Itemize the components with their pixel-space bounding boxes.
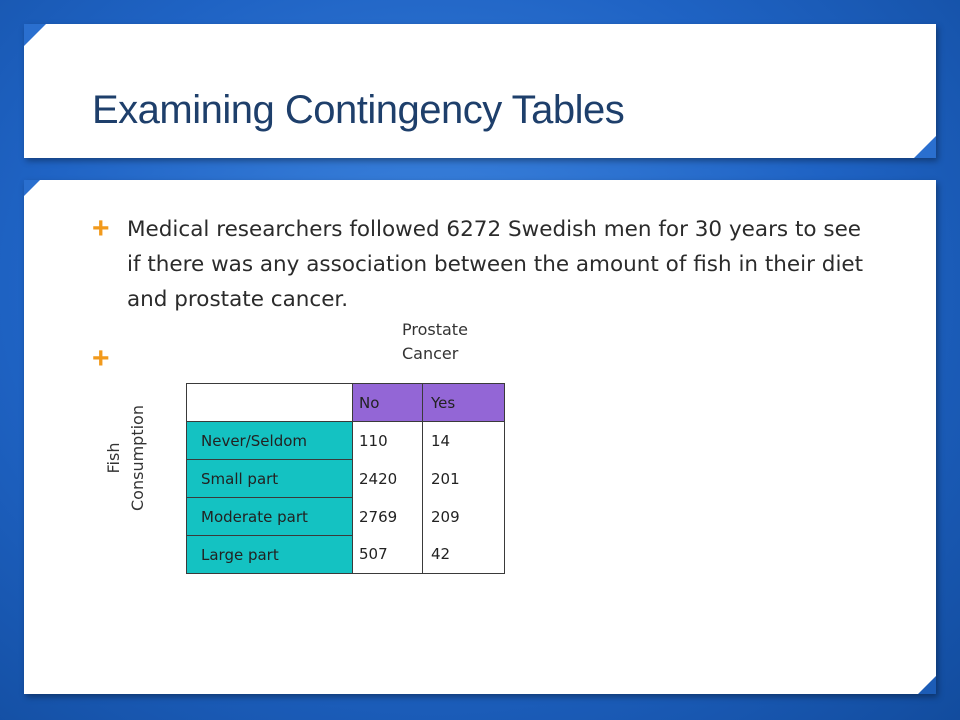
table-cell: 2420: [352, 459, 423, 498]
column-group-label: Prostate Cancer: [402, 320, 468, 363]
table-cell: 201: [422, 459, 505, 498]
table-row: Small part 2420 201: [186, 459, 505, 498]
table-cell: 110: [352, 421, 423, 460]
bullet-text: Medical researchers followed 6272 Swedis…: [127, 217, 864, 312]
row-label-cell: Small part: [186, 459, 353, 498]
row-label-cell: Moderate part: [186, 497, 353, 536]
table-cell: 14: [422, 421, 505, 460]
contingency-table: No Yes Never/Seldom 110 14 Small part 24…: [186, 383, 505, 574]
bullet-plus-icon: +: [92, 212, 110, 245]
corner-fold: [914, 136, 936, 158]
table-cell: 2769: [352, 497, 423, 536]
table-row: Moderate part 2769 209: [186, 497, 505, 536]
table-row: Never/Seldom 110 14: [186, 421, 505, 460]
corner-fold: [24, 24, 46, 46]
title-panel: [24, 24, 936, 158]
table-header-row: No Yes: [186, 383, 505, 422]
corner-fold: [24, 180, 40, 196]
slide-title: Examining Contingency Tables: [92, 88, 625, 132]
table-cell: 42: [422, 535, 505, 574]
table-cell: 209: [422, 497, 505, 536]
table-header-cell: Yes: [422, 383, 505, 422]
corner-fold: [918, 676, 936, 694]
bullet-plus-icon: +: [92, 342, 110, 375]
row-label-cell: Large part: [186, 535, 353, 574]
table-header-cell: No: [352, 383, 423, 422]
table-cell: 507: [352, 535, 423, 574]
row-group-label: Fish Consumption: [104, 405, 147, 511]
row-label-cell: Never/Seldom: [186, 421, 353, 460]
table-row: Large part 507 42: [186, 535, 505, 574]
table-header-cell: [186, 383, 353, 422]
